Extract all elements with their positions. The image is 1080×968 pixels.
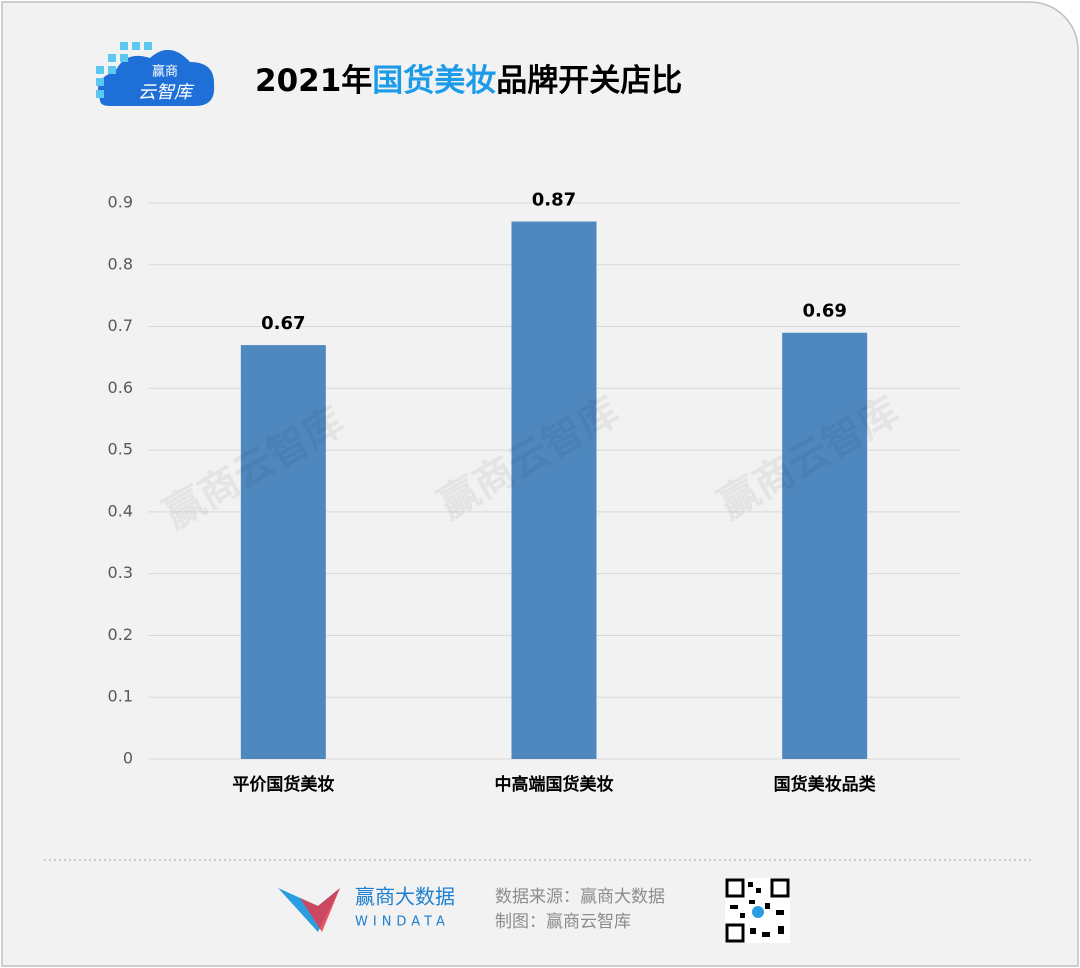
title-part: 2021年 (255, 63, 372, 99)
logo-top: 赢商 (152, 64, 178, 80)
y-tick-label: 0.1 (108, 687, 133, 706)
y-tick-label: 0.2 (108, 625, 133, 644)
plot: 0 0.1 0.2 0.3 0.4 0.5 0.6 0.7 0.8 0.9 平价国货美妆 0.67 中高… (108, 190, 960, 795)
title-highlight: 国货美妆 (372, 63, 496, 99)
x-tick-label: 中高端国货美妆 (495, 774, 614, 795)
value-label: 0.69 (802, 301, 846, 322)
value-label: 0.87 (532, 190, 576, 211)
x-tick-label: 平价国货美妆 (232, 774, 334, 795)
y-tick-label: 0.3 (108, 563, 133, 582)
footer-brand: 赢商大数据 (355, 885, 455, 909)
footer-source: 数据来源：赢商大数据 (495, 887, 665, 907)
footer-made-by: 制图：赢商云智库 (495, 912, 631, 932)
bar (511, 221, 597, 760)
y-tick-label: 0.9 (108, 193, 133, 212)
bar (782, 332, 868, 759)
logo: 赢商 云智库 (96, 42, 215, 106)
y-tick-label: 0 (123, 749, 133, 768)
chart-title: 2021年国货美妆品牌开关店比 (255, 63, 682, 99)
y-tick-label: 0.4 (108, 501, 133, 520)
y-tick-label: 0.6 (108, 378, 133, 397)
footer-logo (278, 888, 340, 932)
footer-brand-en: WINDATA (355, 915, 450, 930)
logo-bottom: 云智库 (138, 82, 195, 103)
title-part: 品牌开关店比 (496, 63, 682, 99)
bar (240, 345, 326, 759)
x-tick-label: 国货美妆品类 (774, 774, 877, 795)
value-label: 0.67 (261, 313, 305, 334)
y-tick-label: 0.7 (108, 316, 133, 335)
y-tick-label: 0.5 (108, 440, 133, 459)
qr-code (725, 878, 790, 943)
y-tick-label: 0.8 (108, 254, 133, 273)
